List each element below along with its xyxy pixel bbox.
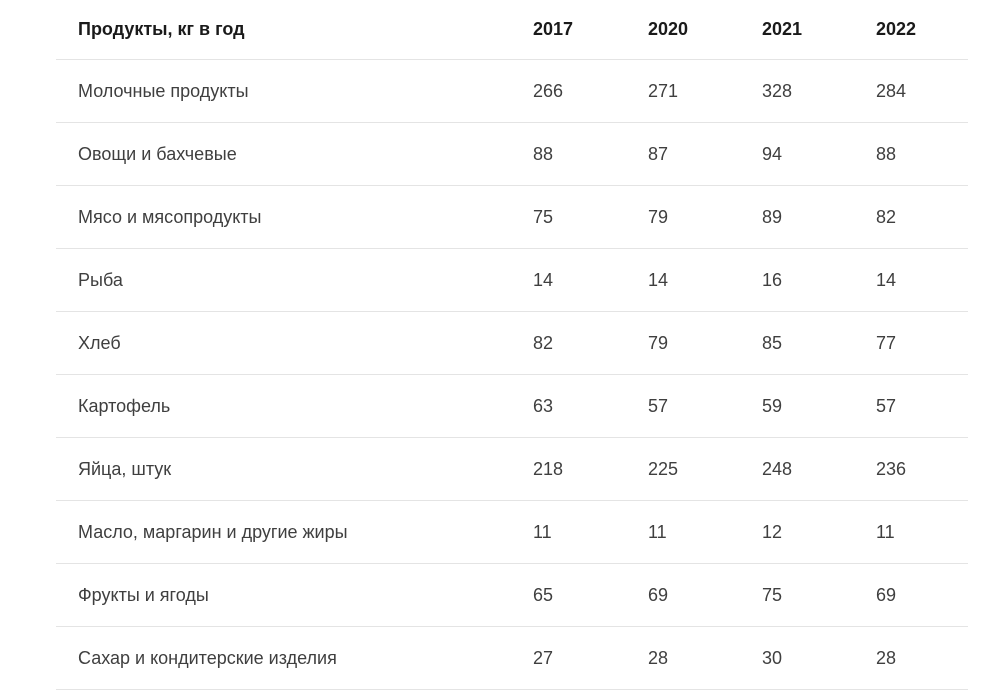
row-value: 30 <box>762 647 783 668</box>
row-value: 87 <box>648 143 669 164</box>
row-value: 225 <box>648 458 679 479</box>
row-label: Молочные продукты <box>78 80 249 101</box>
table-row: Картофель 63 57 59 57 <box>56 375 968 438</box>
row-label: Хлеб <box>78 332 121 353</box>
table-row: Хлеб 82 79 85 77 <box>56 312 968 375</box>
column-header-2017: 2017 <box>533 19 574 39</box>
row-value: 248 <box>762 458 793 479</box>
row-label: Яйца, штук <box>78 458 172 479</box>
row-label: Рыба <box>78 269 123 290</box>
row-value: 12 <box>762 521 783 542</box>
row-label: Картофель <box>78 395 171 416</box>
row-value: 89 <box>762 206 783 227</box>
row-value: 328 <box>762 80 793 101</box>
table-row: Сахар и кондитерские изделия 27 28 30 28 <box>56 627 968 690</box>
consumption-table: Продукты, кг в год 2017 2020 2021 2022 М… <box>56 0 968 690</box>
row-value: 75 <box>533 206 554 227</box>
row-value: 77 <box>876 332 897 353</box>
row-value: 27 <box>533 647 554 668</box>
column-header-2020: 2020 <box>648 19 689 39</box>
row-value: 82 <box>876 206 897 227</box>
row-value: 69 <box>648 584 669 605</box>
table-row: Масло, маргарин и другие жиры 11 11 12 11 <box>56 501 968 564</box>
table-row: Молочные продукты 266 271 328 284 <box>56 60 968 123</box>
row-value: 94 <box>762 143 783 164</box>
table-row: Овощи и бахчевые 88 87 94 88 <box>56 123 968 186</box>
row-value: 218 <box>533 458 564 479</box>
table-row: Фрукты и ягоды 65 69 75 69 <box>56 564 968 627</box>
row-value: 14 <box>648 269 669 290</box>
row-label: Мясо и мясопродукты <box>78 206 262 227</box>
column-header-2021: 2021 <box>762 19 803 39</box>
row-value: 284 <box>876 80 907 101</box>
row-value: 266 <box>533 80 564 101</box>
column-header-products: Продукты, кг в год <box>78 19 245 39</box>
row-value: 88 <box>876 143 897 164</box>
row-value: 11 <box>876 521 895 542</box>
table-header-row: Продукты, кг в год 2017 2020 2021 2022 <box>56 0 968 60</box>
row-value: 75 <box>762 584 783 605</box>
row-value: 11 <box>533 521 552 542</box>
row-label: Фрукты и ягоды <box>78 584 209 605</box>
row-value: 82 <box>533 332 554 353</box>
row-value: 14 <box>533 269 554 290</box>
row-value: 14 <box>876 269 897 290</box>
row-value: 63 <box>533 395 554 416</box>
row-value: 69 <box>876 584 897 605</box>
row-value: 28 <box>648 647 669 668</box>
row-label: Сахар и кондитерские изделия <box>78 647 337 668</box>
row-value: 57 <box>876 395 897 416</box>
row-value: 28 <box>876 647 897 668</box>
table-body: Молочные продукты 266 271 328 284 Овощи и бах… <box>56 60 968 690</box>
row-label: Масло, маргарин и другие жиры <box>78 521 348 542</box>
row-label: Овощи и бахчевые <box>78 143 237 164</box>
row-value: 79 <box>648 206 669 227</box>
row-value: 79 <box>648 332 669 353</box>
column-header-2022: 2022 <box>876 19 917 39</box>
row-value: 271 <box>648 80 679 101</box>
row-value: 57 <box>648 395 669 416</box>
row-value: 59 <box>762 395 783 416</box>
row-value: 88 <box>533 143 554 164</box>
table-row: Яйца, штук 218 225 248 236 <box>56 438 968 501</box>
row-value: 85 <box>762 332 783 353</box>
row-value: 65 <box>533 584 554 605</box>
row-value: 236 <box>876 458 907 479</box>
row-value: 16 <box>762 269 783 290</box>
table-row: Рыба 14 14 16 14 <box>56 249 968 312</box>
table-row: Мясо и мясопродукты 75 79 89 82 <box>56 186 968 249</box>
row-value: 11 <box>648 521 667 542</box>
